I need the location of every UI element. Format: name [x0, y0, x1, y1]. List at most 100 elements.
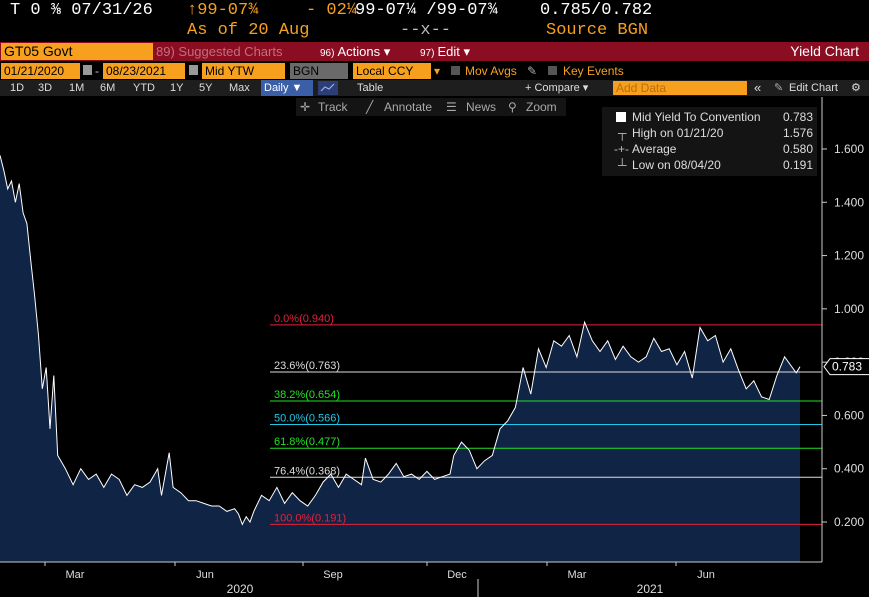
- x-tick-label: Mar: [568, 569, 587, 581]
- legend-high-row: ┬ High on 01/21/20 1.576: [602, 125, 817, 141]
- average-marker-icon: -+-: [614, 142, 629, 156]
- mov-avgs-checkbox[interactable]: [451, 66, 460, 75]
- pencil-icon[interactable]: ✎: [774, 82, 784, 94]
- quote-header: T 0 ⅜ 07/31/26 ↑99-07¾ - 02¼ 99-07¼ /99-…: [0, 0, 869, 42]
- legend-low-label: Low on 08/04/20: [632, 158, 721, 172]
- fib-level-label: 38.2%(0.654): [274, 389, 340, 401]
- as-of-date: As of 20 Aug: [187, 21, 310, 40]
- y-tick-label: 0.400: [834, 462, 864, 476]
- legend-average-value: 0.580: [782, 142, 813, 156]
- currency-select[interactable]: Local CCY: [353, 63, 431, 79]
- settings-bar: 01/21/2020 - 08/23/2021 Mid YTW BGN Loca…: [0, 62, 869, 80]
- edit-chart-button[interactable]: Edit Chart: [789, 82, 838, 94]
- chevron-down-icon[interactable]: ▾: [434, 64, 441, 78]
- period-1m[interactable]: 1M: [69, 82, 85, 94]
- x-year-label: 2021: [637, 582, 664, 596]
- legend-high-label: High on 01/21/20: [632, 126, 724, 140]
- legend-series-row[interactable]: Mid Yield To Convention 0.783: [602, 109, 817, 125]
- compare-button[interactable]: + Compare ▾: [525, 82, 589, 94]
- fib-level-label: 61.8%(0.477): [274, 436, 340, 448]
- period-bar: 1D 3D 1M 6M YTD 1Y 5Y Max Daily ▼ Table …: [0, 80, 869, 96]
- edit-menu-button[interactable]: 97) Edit ▾: [420, 42, 470, 61]
- news-button[interactable]: News: [466, 100, 497, 114]
- table-button[interactable]: Table: [357, 82, 384, 94]
- source-field[interactable]: BGN: [290, 63, 348, 79]
- news-icon[interactable]: ☰: [446, 100, 457, 114]
- series-line: [0, 155, 801, 526]
- period-1d[interactable]: 1D: [10, 82, 25, 94]
- calendar-icon[interactable]: [189, 65, 198, 75]
- period-max[interactable]: Max: [229, 82, 250, 94]
- bid-ask-change: ↑99-07¾: [187, 1, 259, 20]
- gear-icon[interactable]: ⚙: [851, 82, 861, 94]
- x-year-label: 2020: [227, 582, 254, 596]
- chart-legend: Mid Yield To Convention 0.783 ┬ High on …: [602, 107, 817, 176]
- legend-average-label: Average: [632, 142, 677, 156]
- legend-low-row: ┴ Low on 08/04/20 0.191: [602, 157, 817, 173]
- key-events-checkbox[interactable]: [548, 66, 557, 75]
- price: 99-07¼ /99-07¾: [355, 1, 498, 20]
- date-separator: -: [95, 64, 99, 78]
- period-3d[interactable]: 3D: [38, 82, 53, 94]
- suggested-charts-button[interactable]: 89) Suggested Charts: [156, 44, 283, 59]
- add-data-input[interactable]: Add Data: [613, 81, 747, 95]
- fib-level-label: 100.0%(0.191): [274, 512, 346, 524]
- ticker: T 0 ⅜ 07/31/26: [10, 1, 153, 20]
- y-tick-label: 1.000: [834, 302, 864, 316]
- legend-series-label: Mid Yield To Convention: [632, 110, 761, 124]
- period-6m[interactable]: 6M: [100, 82, 116, 94]
- chart-canvas[interactable]: 0.0%(0.940) 23.6%(0.763) 38.2%(0.654) 50.0%…: [0, 97, 869, 597]
- yields: 0.785/0.782: [540, 1, 653, 20]
- pencil-icon[interactable]: ✎: [527, 64, 538, 78]
- series-area: [0, 155, 800, 562]
- function-title: Yield Chart: [790, 43, 859, 59]
- y-tick-label: 1.400: [834, 195, 864, 209]
- fib-level-label: 23.6%(0.763): [274, 360, 340, 372]
- actions-menu-button[interactable]: 96) Actions ▾: [320, 42, 390, 61]
- calendar-icon[interactable]: [83, 65, 92, 75]
- period-ytd[interactable]: YTD: [133, 82, 155, 94]
- pricing-source: Source BGN: [546, 21, 649, 40]
- last-value-label: 0.783: [832, 360, 862, 374]
- frequency-select[interactable]: Daily ▼: [261, 80, 313, 96]
- actions-shortcut: 96): [320, 48, 335, 59]
- legend-high-value: 1.576: [782, 126, 813, 140]
- zoom-button[interactable]: Zoom: [526, 100, 557, 114]
- last-value-marker: [823, 358, 869, 376]
- field-select[interactable]: Mid YTW: [202, 63, 285, 79]
- line-chart-icon[interactable]: [318, 81, 338, 95]
- y-tick-label: 0.200: [834, 515, 864, 529]
- mov-avgs-label: Mov Avgs: [465, 64, 517, 78]
- period-5y[interactable]: 5Y: [199, 82, 213, 94]
- start-date-field[interactable]: 01/21/2020: [1, 63, 80, 79]
- fib-level-label: 76.4%(0.368): [274, 465, 340, 477]
- x-tick-label: Mar: [66, 569, 85, 581]
- line-draw-icon[interactable]: ╱: [366, 100, 374, 114]
- search-icon[interactable]: ⚲: [508, 100, 517, 114]
- edit-label: Edit ▾: [437, 44, 470, 59]
- x-tick-label: Jun: [697, 569, 715, 581]
- low-marker-icon: ┴: [618, 158, 627, 172]
- y-tick-label: 0.600: [834, 408, 864, 422]
- chart-tools-bar: ✛ Track ╱ Annotate ☰ News ⚲ Zoom: [296, 98, 566, 116]
- legend-low-value: 0.191: [782, 158, 813, 172]
- command-bar: GT05 Govt 89) Suggested Charts 96) Action…: [0, 42, 869, 61]
- end-date-field[interactable]: 08/23/2021: [103, 63, 185, 79]
- collapse-icon[interactable]: «: [754, 80, 762, 95]
- key-events-label: Key Events: [563, 64, 624, 78]
- crosshair-icon[interactable]: ✛: [300, 100, 311, 114]
- legend-series-value: 0.783: [782, 110, 813, 124]
- security-field[interactable]: GT05 Govt: [1, 43, 153, 60]
- annotate-button[interactable]: Annotate: [384, 100, 433, 114]
- fib-level-label: 50.0%(0.566): [274, 413, 340, 425]
- x-tick-label: Dec: [447, 569, 467, 581]
- track-button[interactable]: Track: [318, 100, 348, 114]
- period-1y[interactable]: 1Y: [170, 82, 184, 94]
- legend-average-row: -+- Average 0.580: [602, 141, 817, 157]
- fib-level-label: 0.0%(0.940): [274, 313, 334, 325]
- edit-shortcut: 97): [420, 48, 435, 59]
- yield-chart[interactable]: 0.0%(0.940) 23.6%(0.763) 38.2%(0.654) 50.0%…: [0, 97, 869, 597]
- x-tick-label: Sep: [323, 569, 343, 581]
- dashes: --x--: [400, 21, 452, 40]
- actions-label: Actions ▾: [337, 44, 391, 59]
